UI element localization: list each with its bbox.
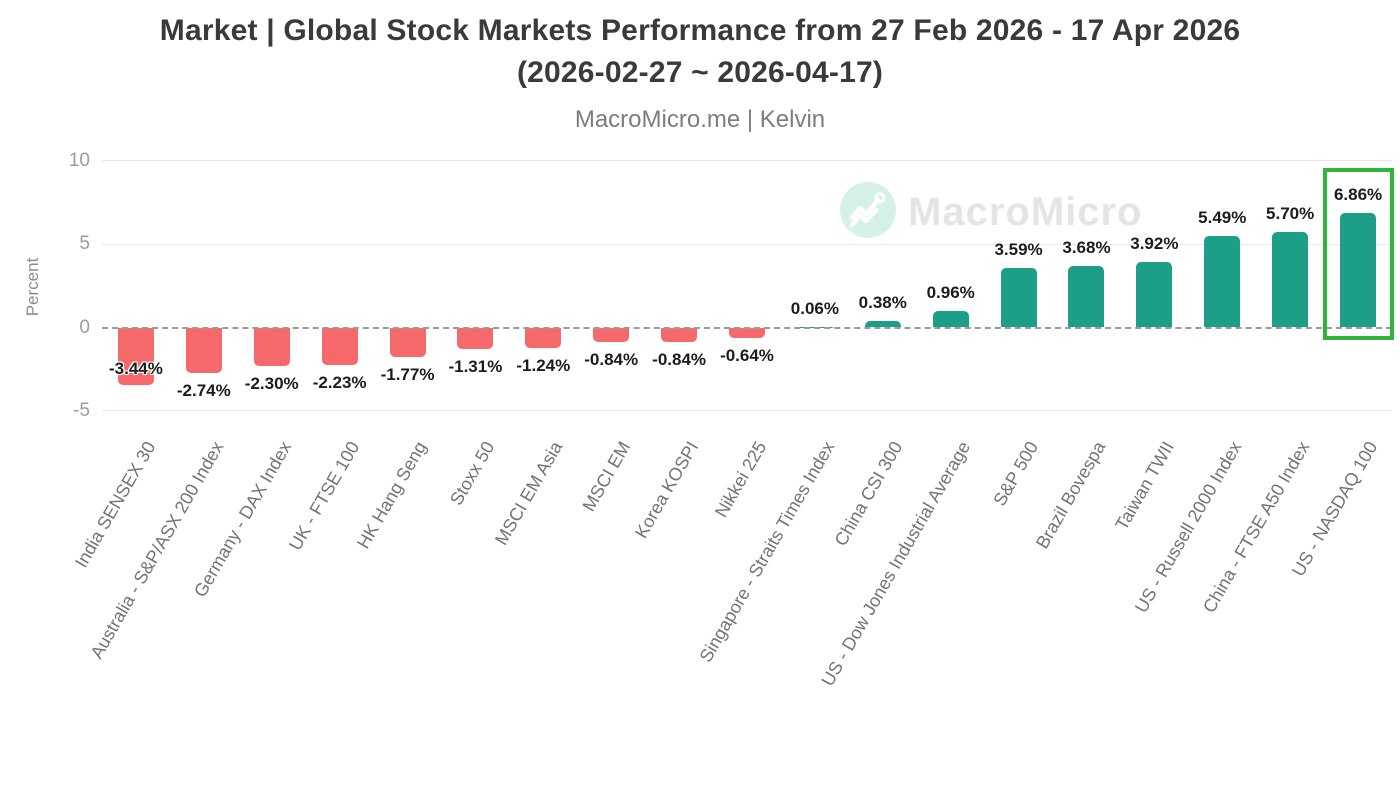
bar[interactable] (1136, 262, 1173, 328)
bar[interactable] (253, 327, 290, 366)
bar-value-label: -0.84% (652, 349, 707, 369)
bar-value-label: 5.70% (1266, 204, 1315, 224)
bar[interactable] (1000, 267, 1037, 328)
bar[interactable] (1272, 232, 1309, 328)
bar-value-label: -3.44% (109, 358, 163, 378)
bar[interactable] (729, 327, 765, 339)
bar-value-label: 3.92% (1130, 234, 1179, 254)
bar[interactable] (525, 327, 562, 349)
bar-value-label: -1.24% (516, 356, 571, 376)
bar[interactable] (389, 327, 426, 357)
bar-value-label: -0.84% (584, 349, 639, 369)
watermark-brand-text: MacroMicro (908, 190, 1143, 234)
bar-value-label: -1.77% (380, 365, 435, 384)
gridline (102, 410, 1392, 412)
bar[interactable] (321, 327, 358, 365)
y-axis-tick-label: 0 (79, 316, 90, 338)
bar[interactable] (457, 327, 494, 350)
y-axis-tick-label: 5 (79, 233, 90, 255)
bar[interactable] (932, 311, 969, 328)
chart-title: Market | Global Stock Markets Performanc… (0, 10, 1400, 94)
zero-gridline (102, 326, 1392, 329)
bar-value-label: -2.74% (176, 381, 231, 401)
bar[interactable] (1204, 235, 1241, 328)
bar[interactable] (185, 327, 222, 374)
bar-value-label: 3.68% (1062, 238, 1111, 258)
gridline (102, 160, 1392, 162)
chart-title-line1: Market | Global Stock Markets Performanc… (159, 14, 1241, 47)
bar[interactable] (1068, 266, 1105, 328)
gridline (102, 243, 1392, 245)
bar[interactable] (1340, 213, 1377, 328)
chart-subtitle: MacroMicro.me | Kelvin (574, 106, 826, 133)
bar-value-label: 0.38% (858, 293, 907, 313)
bar-value-label: 3.59% (994, 239, 1043, 259)
macromicro-logo-icon (840, 182, 896, 243)
bar[interactable] (661, 327, 698, 342)
highlight-box (1322, 168, 1394, 341)
bar-value-label: -0.64% (720, 346, 774, 366)
bar-value-label: 0.96% (926, 283, 975, 303)
bar[interactable] (117, 327, 154, 385)
bar-value-label: -1.31% (448, 357, 503, 377)
bar-value-label: 6.86% (1333, 185, 1383, 205)
bar-value-label: -2.23% (312, 372, 367, 392)
y-axis-tick-label: -5 (73, 399, 90, 421)
chart-title-line2: (2026-02-27 ~ 2026-04-17) (516, 56, 884, 89)
bar-value-label: -2.30% (244, 373, 299, 393)
bar[interactable] (864, 321, 901, 328)
y-axis-tick-label: 10 (68, 149, 90, 171)
bar[interactable] (593, 327, 630, 342)
bar-value-label: 0.06% (790, 298, 839, 318)
bar-value-label: 5.49% (1198, 207, 1247, 227)
watermark: MacroMicro (840, 182, 1143, 243)
